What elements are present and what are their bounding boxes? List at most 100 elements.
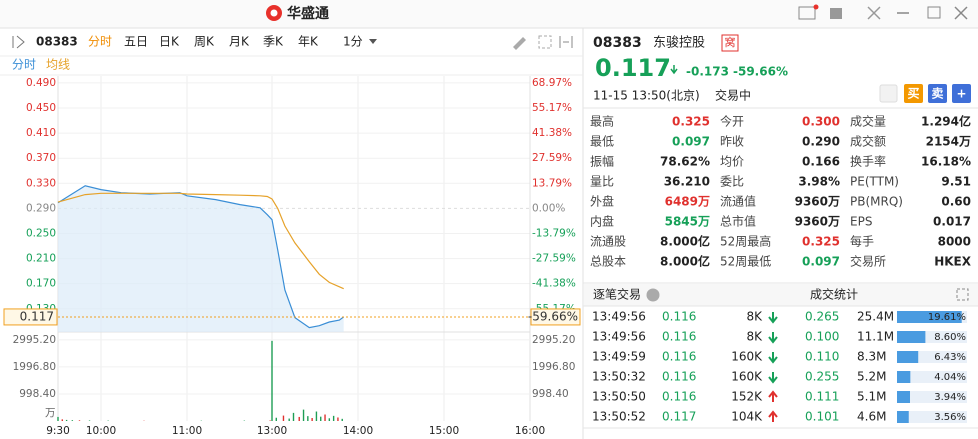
quote-change: -0.173 [686, 65, 729, 79]
stat-label: 外盘 [590, 194, 614, 209]
period-tab[interactable]: 日K [159, 35, 180, 49]
stat-label: 今开 [720, 114, 744, 129]
action-button-label[interactable]: 卖 [931, 86, 943, 101]
share-label: 19.61% [928, 312, 966, 323]
trade-price: 0.116 [662, 330, 696, 344]
period-tab[interactable]: 分时 [88, 35, 112, 49]
expand-icon[interactable] [559, 36, 573, 48]
draw-icon[interactable] [513, 37, 526, 50]
period-tab[interactable]: 五日 [124, 35, 148, 49]
trade-price: 0.116 [662, 390, 696, 404]
action-button[interactable] [952, 84, 971, 103]
share-bar [897, 311, 962, 323]
quote-change-pct: -59.66% [733, 65, 788, 79]
volume-bar [332, 415, 335, 421]
stat-value: 0.097 [672, 135, 710, 149]
stat-value: 0.325 [802, 235, 840, 249]
trade-direction [768, 352, 778, 364]
x-tick-label: 14:00 [343, 425, 373, 437]
period-tab[interactable]: 月K [229, 35, 250, 49]
expand-icon[interactable] [956, 288, 969, 301]
stat-value: 9360万 [795, 215, 840, 229]
stat-value: 0.017 [933, 215, 971, 229]
shrink-icon[interactable] [867, 6, 881, 20]
action-button-label[interactable]: 买 [907, 87, 919, 101]
stat-label: PE(TTM) [850, 175, 899, 189]
share-track [897, 411, 967, 423]
quote-badge: 窝 [725, 35, 736, 49]
volume-stats-tab[interactable]: 成交统计 [810, 287, 858, 302]
y2-tick-label: 68.97% [532, 77, 572, 89]
volume-tick-label: 998.40 [19, 388, 56, 400]
stat-value: 0.60 [941, 195, 971, 209]
mail-icon[interactable] [798, 6, 816, 20]
y2-tick-label: -41.38% [532, 278, 576, 290]
action-button[interactable] [904, 84, 923, 103]
fullscreen-icon[interactable] [538, 35, 552, 49]
collapse-icon[interactable] [12, 35, 25, 49]
volume-bar [275, 417, 277, 421]
stat-volume: 5.2M [857, 370, 886, 384]
trade-volume: 160K [731, 350, 763, 364]
volume-bar [269, 420, 271, 421]
trades-tab[interactable]: 逐笔交易 [593, 287, 641, 302]
trade-time: 13:49:56 [592, 310, 646, 324]
close-button[interactable] [954, 6, 968, 20]
alert-button[interactable] [879, 84, 898, 103]
stat-label: PB(MRQ) [850, 195, 903, 209]
share-bar [897, 371, 911, 383]
share-label: 4.04% [934, 372, 966, 383]
volume-bar [307, 416, 309, 421]
stat-volume: 11.1M [857, 330, 894, 344]
share-bar [897, 411, 909, 423]
y-tick-label: 0.370 [26, 152, 56, 164]
stat-price: 0.110 [805, 350, 839, 364]
stat-value: 0.325 [672, 115, 710, 129]
stat-label: 52周最低 [720, 255, 771, 269]
help-icon[interactable] [646, 288, 660, 302]
period-tab[interactable]: 年K [298, 35, 319, 49]
volume-bar [71, 420, 74, 421]
action-button[interactable] [928, 84, 947, 103]
stat-label: 流通股 [590, 235, 626, 249]
volume-bar [341, 418, 343, 421]
stat-price: 0.265 [805, 310, 839, 324]
legend-entry[interactable]: 均线 [46, 58, 70, 72]
y2-tick-label: 41.38% [532, 127, 572, 139]
stat-price: 0.101 [805, 410, 839, 424]
stat-label: 量比 [590, 175, 614, 189]
stat-label: 成交额 [850, 134, 886, 149]
quote-status: 交易中 [715, 88, 751, 103]
stat-value: 8000 [938, 235, 971, 249]
stat-label: 总市值 [720, 214, 756, 229]
dropdown-arrow[interactable] [369, 39, 377, 44]
current-change-box [530, 308, 581, 326]
y-tick-label: 0.250 [26, 227, 56, 239]
stat-value: 8.000亿 [660, 254, 710, 269]
period-tab[interactable]: 周K [194, 35, 215, 49]
stat-value: 2154万 [926, 135, 971, 149]
period-tab[interactable]: 季K [263, 35, 284, 49]
volume-bar [337, 417, 339, 421]
maximize-button[interactable] [927, 6, 941, 19]
volume-bar [298, 416, 300, 421]
shirt-icon[interactable] [830, 8, 842, 19]
tab-bar [584, 284, 978, 306]
toolbar-code: 08383 [36, 35, 78, 49]
interval-select[interactable]: 1分 [343, 35, 363, 49]
stat-label: EPS [850, 215, 872, 229]
quote-name: 东骏控股 [653, 36, 705, 51]
volume-bar [302, 409, 305, 421]
share-label: 3.94% [934, 392, 966, 403]
stat-value: 16.18% [921, 155, 971, 169]
legend-entry[interactable]: 分时 [12, 58, 36, 72]
stat-label: 流通值 [720, 194, 756, 209]
share-bar [897, 351, 919, 363]
quote-price: 0.117 [595, 54, 671, 82]
stat-volume: 4.6M [857, 410, 886, 424]
stat-price: 0.111 [805, 390, 839, 404]
action-button-label[interactable]: + [956, 87, 966, 101]
stat-value: 3.98% [798, 175, 840, 189]
series-line [57, 192, 344, 290]
stat-label: 内盘 [590, 214, 614, 229]
